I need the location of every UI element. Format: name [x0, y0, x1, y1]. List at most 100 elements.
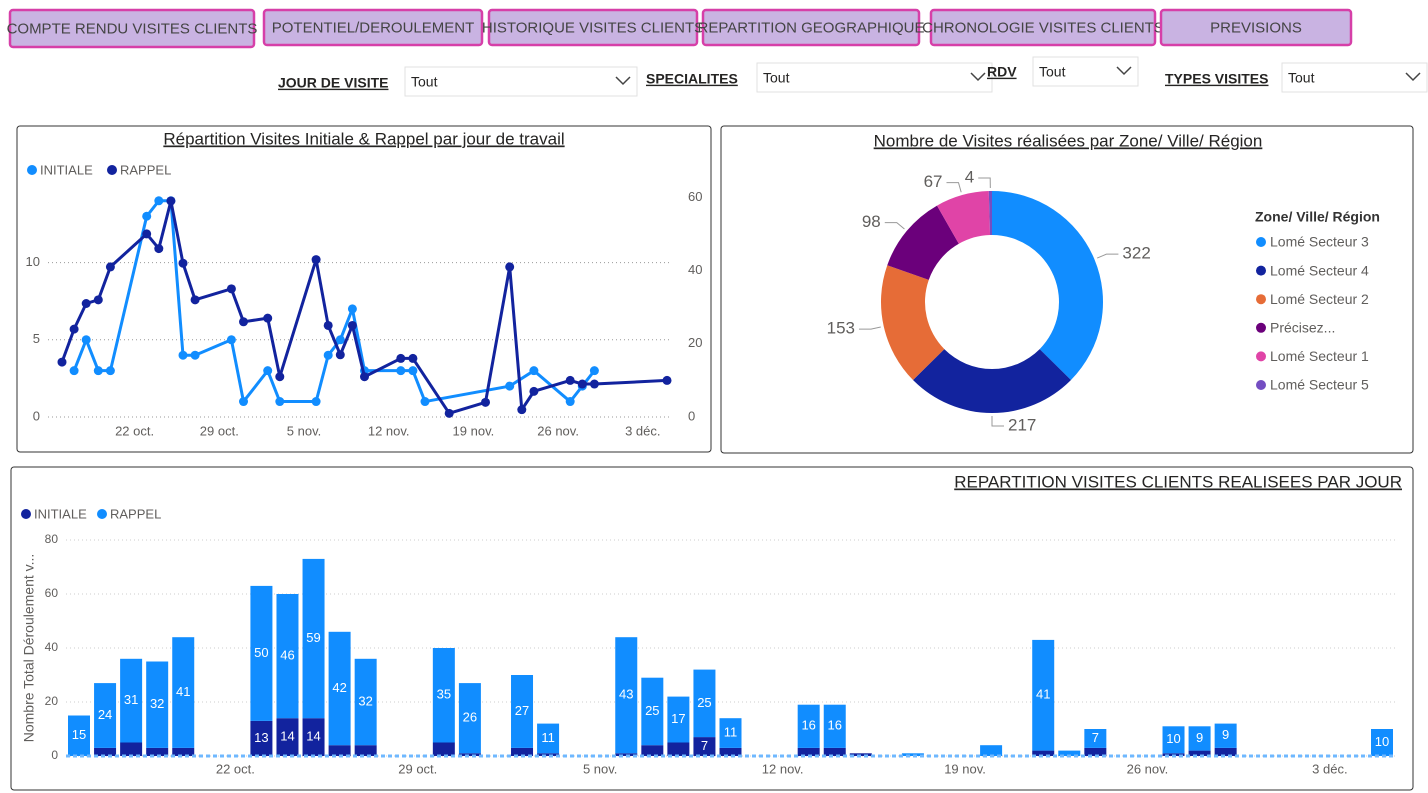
- bar-segment: [328, 631, 351, 746]
- bar-segment: [458, 753, 481, 756]
- data-label: 322: [1122, 244, 1150, 263]
- bar-segment: [250, 720, 273, 756]
- point: [226, 335, 236, 345]
- dropdown-value[interactable]: Tout: [763, 70, 790, 86]
- x-tick-label: 29 oct.: [200, 423, 239, 438]
- data-label: 42: [332, 680, 346, 695]
- y2-tick-label: 40: [688, 262, 702, 277]
- data-label: 24: [98, 707, 112, 722]
- point: [347, 320, 357, 330]
- point: [360, 372, 369, 382]
- tab-label[interactable]: CHRONOLOGIE VISITES CLIENTS: [922, 19, 1164, 36]
- data-label: 153: [827, 319, 855, 338]
- point: [565, 375, 575, 385]
- x-tick-label: 26 nov.: [1127, 761, 1169, 776]
- tab-label[interactable]: REPARTITION GEOGRAPHIQUE: [698, 19, 925, 36]
- point: [311, 255, 321, 265]
- leader-line: [946, 182, 962, 193]
- data-label: 9: [1222, 727, 1229, 742]
- tab-button[interactable]: [929, 8, 1157, 47]
- dropdown[interactable]: [404, 66, 638, 97]
- bar-segment: [1188, 750, 1211, 756]
- tab-button[interactable]: [262, 8, 484, 47]
- legend-marker: [97, 509, 107, 519]
- data-label: 7: [1092, 730, 1099, 745]
- point: [154, 196, 164, 206]
- donut-slice: [937, 191, 991, 244]
- point: [69, 324, 79, 334]
- data-label: 31: [124, 692, 138, 707]
- data-label: 10: [1166, 731, 1180, 746]
- point: [505, 262, 515, 272]
- legend-label: Précisez...: [1270, 320, 1335, 336]
- data-label: 14: [280, 729, 294, 744]
- point: [81, 299, 91, 308]
- donut-slice: [913, 349, 1071, 413]
- dropdown-value[interactable]: Tout: [1039, 64, 1066, 80]
- y-tick-label: 20: [45, 694, 59, 708]
- tab-button[interactable]: [1159, 8, 1353, 47]
- y-tick-label: 5: [33, 331, 40, 346]
- point: [142, 229, 152, 239]
- tab-label[interactable]: POTENTIEL/DEROULEMENT: [272, 19, 475, 36]
- dropdown-value[interactable]: Tout: [1288, 70, 1315, 86]
- point: [178, 258, 188, 268]
- tab-label[interactable]: HISTORIQUE VISITES CLIENTS: [482, 19, 704, 36]
- tab-button[interactable]: [487, 8, 699, 47]
- bar-segment: [354, 658, 377, 746]
- bar-segment: [537, 753, 560, 756]
- bar-segment: [432, 742, 455, 756]
- point: [142, 211, 152, 221]
- bar-segment: [511, 747, 534, 756]
- legend-marker: [107, 165, 117, 175]
- x-tick-label: 3 déc.: [1312, 761, 1347, 776]
- point: [323, 350, 333, 360]
- dropdown[interactable]: [756, 62, 993, 93]
- tab-button[interactable]: [701, 8, 921, 47]
- tab-label[interactable]: PREVISIONS: [1210, 19, 1302, 36]
- bar-segment: [1214, 723, 1237, 748]
- data-label: 50: [254, 645, 268, 660]
- data-label: 11: [541, 730, 555, 745]
- point: [178, 350, 188, 360]
- bar-segment: [302, 718, 325, 756]
- bar-segment: [1162, 726, 1185, 754]
- legend-marker: [21, 509, 31, 519]
- bar-segment: [276, 718, 299, 756]
- legend-title: Zone/ Ville/ Région: [1255, 209, 1380, 225]
- data-label: 46: [280, 648, 294, 663]
- data-label: 43: [619, 687, 633, 702]
- point: [505, 381, 515, 391]
- point: [529, 366, 539, 376]
- tab-button[interactable]: [8, 8, 256, 49]
- legend-label: Lomé Secteur 4: [1270, 262, 1369, 278]
- point: [323, 320, 333, 330]
- point: [275, 397, 285, 407]
- point: [69, 366, 79, 376]
- point: [81, 335, 91, 345]
- point: [577, 379, 587, 389]
- data-label: 16: [828, 718, 842, 733]
- bar-segment: [432, 648, 455, 743]
- point: [347, 304, 357, 314]
- bar-segment: [276, 594, 299, 719]
- bar-segment: [1188, 726, 1211, 751]
- x-tick-label: 22 oct.: [115, 423, 154, 438]
- bar-segment: [667, 742, 690, 756]
- bar-segment: [146, 747, 169, 756]
- data-label: 59: [306, 630, 320, 645]
- tab-label[interactable]: COMPTE RENDU VISITES CLIENTS: [7, 20, 258, 37]
- point: [335, 335, 345, 345]
- data-label: 16: [801, 718, 815, 733]
- data-label: 11: [724, 724, 738, 739]
- bar-segment: [1032, 639, 1055, 751]
- bar-segment: [250, 585, 273, 721]
- point: [239, 317, 248, 327]
- legend-marker: [1256, 265, 1266, 276]
- dropdown[interactable]: [1281, 62, 1428, 93]
- chevron: [615, 76, 631, 86]
- dropdown-value[interactable]: Tout: [411, 74, 438, 90]
- bar-segment: [458, 683, 481, 754]
- data-label: 14: [306, 729, 320, 744]
- filter-label: JOUR DE VISITE: [278, 75, 388, 91]
